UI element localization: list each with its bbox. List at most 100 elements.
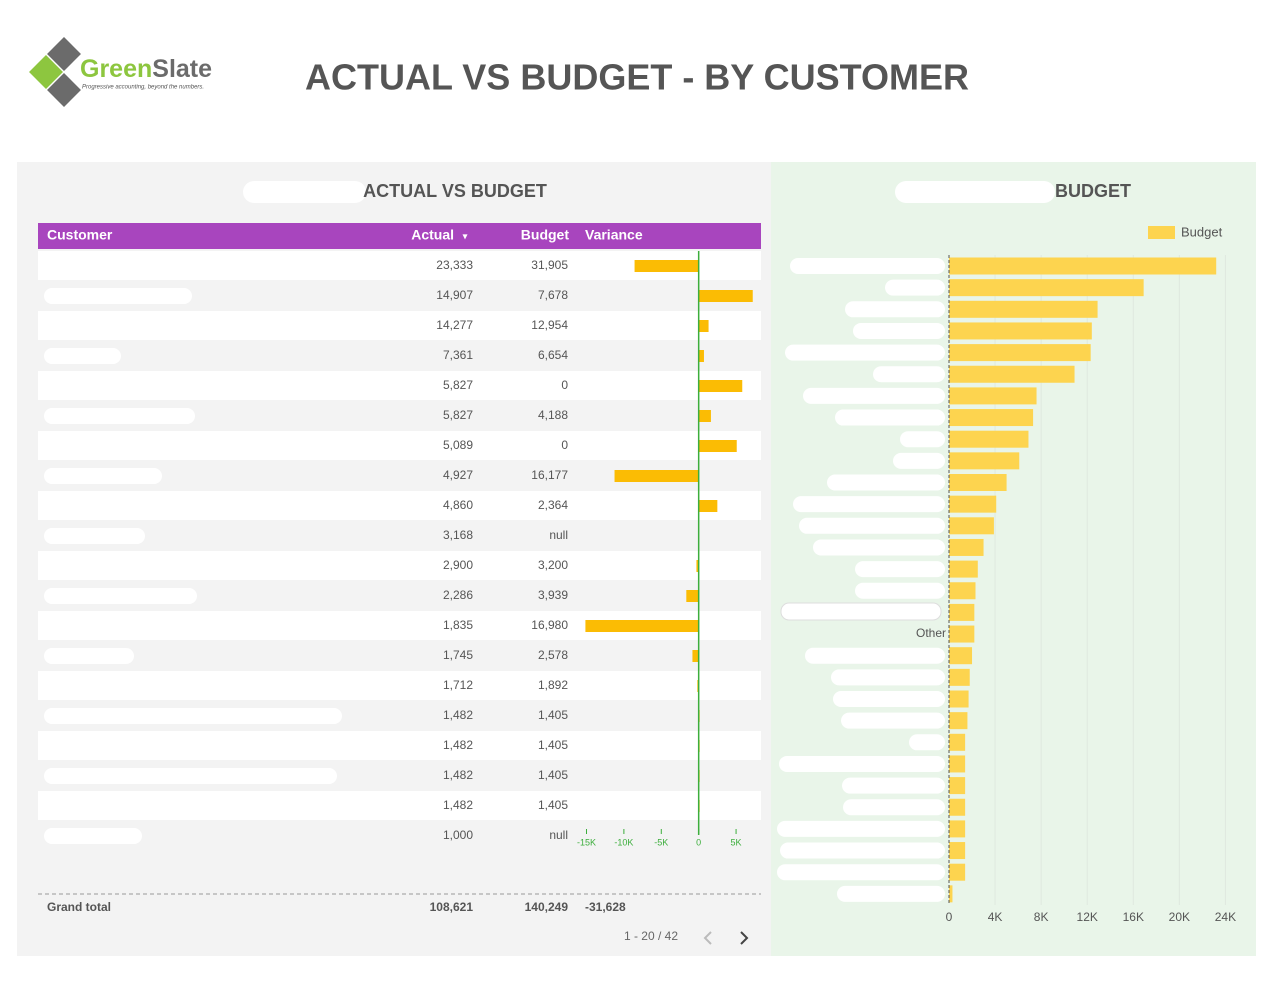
actual-cell: 1,482 [443,798,473,812]
redacted [243,181,366,203]
bar [949,279,1144,297]
redacted [44,588,197,604]
variance-bar [585,620,699,632]
redacted [44,768,337,784]
redacted [855,561,945,578]
bar [949,842,966,860]
redacted [831,669,945,686]
bar [949,474,1007,491]
budget-cell: 0 [561,438,568,452]
sort-indicator[interactable]: ▾ [462,232,467,243]
redacted [44,648,134,664]
redacted [777,820,945,837]
redacted [805,647,945,664]
redacted [833,691,945,707]
bar [949,625,975,643]
bar [949,300,1098,318]
bar [949,387,1037,405]
actual-cell: 5,827 [443,378,473,392]
bar [949,409,1034,427]
column-header: Customer [47,227,113,243]
redacted [855,582,945,599]
budget-cell: null [549,528,568,542]
budget-cell: 31,905 [531,258,568,272]
budget-cell: 16,177 [531,468,568,482]
logo-text: GreenSlate [80,55,212,83]
redacted [785,344,945,361]
variance-bar [696,560,699,572]
x-tick-label: 20K [1169,910,1190,924]
variance-bar [614,470,699,482]
x-tick-label: 0 [946,910,953,924]
bar [949,495,997,513]
bar [949,582,976,600]
budget-cell: 3,939 [538,588,568,602]
redacted [827,474,945,491]
variance-tick-label: -5K [654,837,668,847]
budget-cell: 2,578 [538,648,568,662]
bar [949,538,984,556]
actual-cell: 1,482 [443,768,473,782]
actual-cell: 1,745 [443,648,473,662]
redacted [44,528,145,544]
bar [949,322,1092,340]
table-row [38,731,761,760]
variance-tick-label: -15K [577,837,596,847]
page-title: ACTUAL VS BUDGET - BY CUSTOMER [305,57,969,98]
table-row [38,671,761,700]
x-tick-label: 4K [988,910,1003,924]
bar [949,603,975,621]
logo: GreenSlate Progressive accounting, beyon… [29,37,212,107]
total-label: Grand total [47,900,111,914]
bar [949,560,978,578]
bar [949,820,966,838]
redacted [909,734,945,751]
budget-cell: 1,405 [538,738,568,752]
next-page[interactable] [740,931,749,945]
redacted [777,864,945,881]
total-actual: 108,621 [430,900,474,914]
x-tick-label: 16K [1123,910,1144,924]
x-tick-label: 24K [1215,910,1236,924]
actual-cell: 1,482 [443,708,473,722]
redacted [44,288,192,304]
budget-cell: 1,405 [538,798,568,812]
redacted [779,755,945,772]
table-row [38,821,761,850]
actual-cell: 4,860 [443,498,473,512]
variance-bar [698,380,743,392]
redacted [790,258,945,274]
variance-bar [686,590,699,602]
table-header [38,223,761,249]
redacted [853,322,945,339]
actual-cell: 3,168 [443,528,473,542]
budget-cell: 3,200 [538,558,568,572]
table-row [38,491,761,520]
bar [949,863,966,881]
redacted [837,885,945,902]
variance-bar [698,350,704,362]
bar [949,365,1075,383]
table-row [38,371,761,400]
logo-slate: Slate [152,55,212,83]
bar [949,257,1217,275]
x-tick-label: 8K [1034,910,1049,924]
actual-cell: 5,827 [443,408,473,422]
redacted [793,496,945,513]
redacted [842,777,945,794]
budget-cell: 1,405 [538,708,568,722]
redacted [44,708,342,724]
column-header[interactable]: Actual [411,227,454,243]
bar [949,517,994,535]
bar [949,690,969,708]
bar [949,798,966,816]
redacted [845,301,945,318]
variance-bar [698,320,709,332]
variance-bar [698,410,711,422]
actual-cell: 2,286 [443,588,473,602]
prev-page[interactable] [703,931,712,945]
table-row [38,521,761,550]
total-budget: 140,249 [525,900,569,914]
column-header: Variance [585,227,643,243]
